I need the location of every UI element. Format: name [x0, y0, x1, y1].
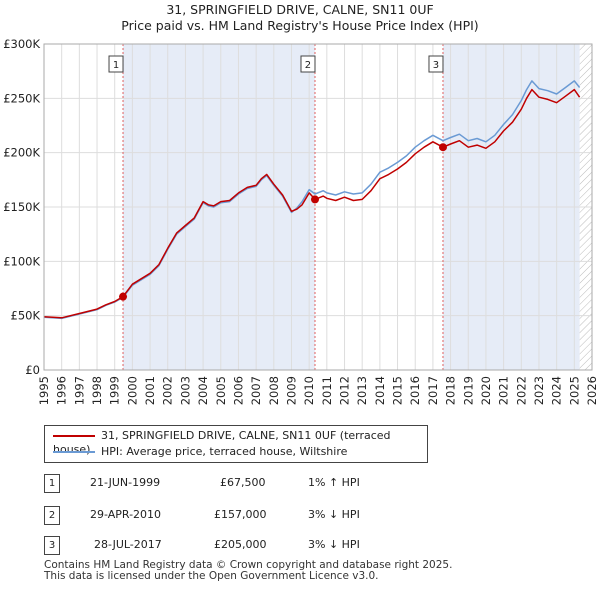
- x-tick-label: 2011: [320, 376, 334, 405]
- footer-line-2: This data is licensed under the Open Gov…: [44, 570, 379, 582]
- price-paid-line: [43, 88, 581, 319]
- x-tick-label: 2013: [355, 376, 369, 405]
- transaction-hpi: 3% ↓ HPI: [308, 538, 360, 551]
- x-tick-label: 2022: [514, 376, 528, 405]
- x-tick-label: 2009: [284, 376, 298, 405]
- price-chart: £0 £50K £100K £150K £200K £250K £300K 1995 1996…: [3, 37, 599, 405]
- table-row: 1 21-JUN-1999 £67,500 1% ↑ HPI: [44, 474, 444, 494]
- transaction-badge: 3: [44, 536, 60, 555]
- x-tick-label: 2019: [461, 376, 475, 405]
- table-row: 3 28-JUL-2017 £205,000 3% ↓ HPI: [44, 536, 444, 556]
- x-tick-label: 1999: [108, 376, 122, 405]
- sale-badge-box: [300, 55, 316, 73]
- y-tick-label: £0: [25, 363, 40, 377]
- legend-price-swatch: [53, 435, 95, 437]
- sale-badge-label: 3: [433, 60, 439, 71]
- legend-hpi-swatch: [53, 451, 95, 453]
- transaction-price: £157,000: [214, 508, 267, 521]
- x-tick-label: 2003: [178, 376, 192, 405]
- x-tick-label: 1998: [90, 376, 104, 405]
- x-tick-label: 2014: [373, 376, 387, 405]
- x-tick-label: 2002: [161, 376, 175, 405]
- x-tick-label: 2001: [143, 376, 157, 405]
- table-row: 2 29-APR-2010 £157,000 3% ↓ HPI: [44, 506, 444, 526]
- chart-title: 31, SPRINGFIELD DRIVE, CALNE, SN11 0UF P…: [0, 2, 600, 34]
- transaction-badge: 2: [44, 506, 60, 525]
- x-tick-label: 2020: [479, 376, 493, 405]
- x-tick-label: 2023: [532, 376, 546, 405]
- x-tick-label: 2024: [550, 376, 564, 405]
- footer-line-1: Contains HM Land Registry data © Crown c…: [44, 559, 453, 571]
- x-tick-label: 1995: [37, 376, 51, 405]
- x-tick-label: 2008: [267, 376, 281, 405]
- x-tick-label: 2000: [125, 376, 139, 405]
- y-tick-label: £250K: [3, 91, 40, 105]
- footer-attribution: Contains HM Land Registry data © Crown c…: [44, 560, 452, 582]
- sale-badge-box: [428, 55, 444, 73]
- title-line-1: 31, SPRINGFIELD DRIVE, CALNE, SN11 0UF: [166, 2, 434, 17]
- x-tick-label: 2025: [567, 376, 581, 405]
- transaction-badge: 1: [44, 474, 60, 493]
- x-tick-label: 2010: [302, 376, 316, 405]
- y-tick-label: £100K: [3, 254, 40, 268]
- sale-badge-label: 2: [305, 60, 311, 71]
- x-tick-label: 2016: [408, 376, 422, 405]
- x-tick-label: 2012: [338, 376, 352, 405]
- transaction-date: 21-JUN-1999: [90, 476, 161, 489]
- x-tick-label: 2015: [391, 376, 405, 405]
- x-tick-label: 2017: [426, 376, 440, 405]
- y-tick-label: £200K: [3, 146, 40, 160]
- title-line-2: Price paid vs. HM Land Registry's House …: [121, 18, 479, 33]
- legend-item-price: 31, SPRINGFIELD DRIVE, CALNE, SN11 0UF (…: [53, 429, 427, 456]
- x-tick-label: 2018: [444, 376, 458, 405]
- sale-badge-box: [108, 55, 124, 73]
- x-tick-label: 2021: [497, 376, 511, 405]
- chart-legend: 31, SPRINGFIELD DRIVE, CALNE, SN11 0UF (…: [44, 425, 428, 463]
- transaction-date: 28-JUL-2017: [94, 538, 162, 551]
- sale-point: [310, 195, 319, 204]
- x-tick-label: 2026: [585, 376, 599, 405]
- legend-item-hpi: HPI: Average price, terraced house, Wilt…: [53, 445, 347, 459]
- y-tick-label: £50K: [11, 309, 41, 323]
- plot-frame: [43, 43, 593, 371]
- x-tick-label: 2004: [196, 376, 210, 405]
- transaction-price: £205,000: [214, 538, 267, 551]
- x-tick-label: 1997: [72, 376, 86, 405]
- legend-hpi-label: HPI: Average price, terraced house, Wilt…: [101, 445, 348, 458]
- sale-point: [119, 292, 128, 301]
- transaction-hpi: 3% ↓ HPI: [308, 508, 360, 521]
- x-tick-label: 2006: [231, 376, 245, 405]
- y-tick-label: £150K: [3, 200, 40, 214]
- transaction-date: 29-APR-2010: [90, 508, 162, 521]
- y-tick-label: £300K: [3, 37, 40, 51]
- transaction-hpi: 1% ↑ HPI: [308, 476, 360, 489]
- sale-badge-label: 1: [113, 60, 119, 71]
- x-tick-label: 1996: [55, 376, 69, 405]
- transaction-price: £67,500: [220, 476, 266, 489]
- x-tick-label: 2005: [214, 376, 228, 405]
- x-tick-label: 2007: [249, 376, 263, 405]
- sale-point: [438, 143, 447, 152]
